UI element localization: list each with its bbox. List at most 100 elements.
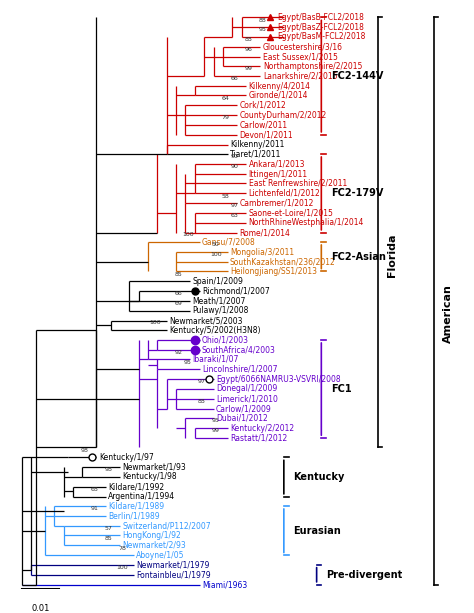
Text: Northamptonshire/2/2015: Northamptonshire/2/2015	[263, 62, 362, 70]
Text: 0.01: 0.01	[31, 604, 49, 613]
Text: Ohio/1/2003: Ohio/1/2003	[202, 335, 249, 345]
Text: 100: 100	[149, 321, 161, 326]
Text: 85: 85	[104, 536, 112, 541]
Text: Miami/1963: Miami/1963	[202, 581, 247, 589]
Text: Kilkenny/4/2014: Kilkenny/4/2014	[249, 82, 311, 91]
Text: 63: 63	[231, 213, 238, 218]
Text: NorthRhineWestphalia/1/2014: NorthRhineWestphalia/1/2014	[249, 218, 364, 227]
Text: Aboyne/1/05: Aboyne/1/05	[137, 551, 185, 560]
Text: Kentucky: Kentucky	[293, 472, 345, 482]
Text: Gansu/7/2008: Gansu/7/2008	[202, 238, 255, 246]
Text: 88: 88	[198, 399, 206, 404]
Text: Kentucky/2/2012: Kentucky/2/2012	[230, 424, 294, 433]
Text: Heilongjiang/SS1/2013: Heilongjiang/SS1/2013	[230, 267, 317, 276]
Text: Rastatt/1/2012: Rastatt/1/2012	[230, 433, 287, 443]
Text: FC2-179V: FC2-179V	[331, 188, 383, 199]
Text: 57: 57	[104, 526, 112, 531]
Text: 68: 68	[90, 487, 98, 492]
Text: Berlin/1/1989: Berlin/1/1989	[108, 512, 160, 520]
Text: SouthAfrica/4/2003: SouthAfrica/4/2003	[202, 346, 276, 354]
Text: Eurasian: Eurasian	[293, 526, 341, 536]
Text: FC2-144V: FC2-144V	[331, 71, 383, 81]
Text: Kildare/1/1992: Kildare/1/1992	[108, 482, 164, 491]
Text: 96: 96	[245, 47, 253, 52]
Text: Ibaraki/1/07: Ibaraki/1/07	[192, 355, 239, 364]
Text: Spain/1/2009: Spain/1/2009	[192, 277, 243, 286]
Text: 66: 66	[231, 77, 238, 82]
Text: 79: 79	[221, 115, 229, 120]
Text: 66: 66	[174, 291, 182, 296]
Text: Newmarket/5/2003: Newmarket/5/2003	[169, 316, 243, 326]
Text: 100: 100	[210, 253, 222, 257]
Text: SouthKazakhstan/236/2012: SouthKazakhstan/236/2012	[230, 257, 336, 267]
Text: Ankara/1/2013: Ankara/1/2013	[249, 159, 305, 169]
Text: Cork/1/2012: Cork/1/2012	[239, 101, 286, 110]
Text: Meath/1/2007: Meath/1/2007	[192, 296, 246, 305]
Text: Newmarket/2/93: Newmarket/2/93	[122, 541, 186, 550]
Text: Saone-et-Loire/1/2015: Saone-et-Loire/1/2015	[249, 208, 334, 217]
Text: Fontainbleu/1/1979: Fontainbleu/1/1979	[137, 570, 211, 579]
Text: HongKong/1/92: HongKong/1/92	[122, 531, 181, 540]
Text: FC2-Asian: FC2-Asian	[331, 252, 385, 262]
Text: Kildare/1/1989: Kildare/1/1989	[108, 501, 164, 511]
Text: 95: 95	[184, 360, 192, 365]
Text: 78: 78	[118, 546, 126, 550]
Text: Argentina/1/1994: Argentina/1/1994	[108, 492, 175, 501]
Text: Carlow/2011: Carlow/2011	[239, 120, 287, 129]
Text: 85: 85	[174, 272, 182, 276]
Text: Newmarket/1/93: Newmarket/1/93	[122, 463, 186, 472]
Text: Donegal/1/2009: Donegal/1/2009	[216, 384, 277, 394]
Text: 98: 98	[81, 447, 89, 453]
Text: Limerick/1/2010: Limerick/1/2010	[216, 394, 278, 403]
Text: American: American	[443, 284, 453, 343]
Text: Rome/1/2014: Rome/1/2014	[239, 228, 290, 237]
Text: Devon/1/2011: Devon/1/2011	[239, 131, 293, 139]
Text: 95: 95	[259, 27, 267, 32]
Text: Kentucky/5/2002(H3N8): Kentucky/5/2002(H3N8)	[169, 326, 261, 335]
Text: 97: 97	[198, 379, 206, 384]
Text: 64: 64	[221, 96, 229, 101]
Text: 92: 92	[174, 350, 182, 355]
Text: Kentucky/1/97: Kentucky/1/97	[99, 453, 154, 462]
Text: Switzerland/P112/2007: Switzerland/P112/2007	[122, 522, 211, 531]
Text: Dubai/1/2012: Dubai/1/2012	[216, 414, 268, 422]
Text: Newmarket/1/1979: Newmarket/1/1979	[137, 560, 210, 569]
Text: 88: 88	[259, 18, 267, 23]
Text: Ittingen/1/2011: Ittingen/1/2011	[249, 170, 308, 178]
Text: 100: 100	[182, 232, 193, 237]
Text: 88: 88	[245, 37, 253, 42]
Text: 90: 90	[231, 154, 238, 159]
Text: Florida: Florida	[387, 234, 397, 277]
Text: Egypt/BasZ-FCL2/2018: Egypt/BasZ-FCL2/2018	[277, 23, 364, 32]
Text: Egypt/6066NAMRU3-VSVRI/2008: Egypt/6066NAMRU3-VSVRI/2008	[216, 375, 340, 384]
Text: Egypt/BasM-FCL2/2018: Egypt/BasM-FCL2/2018	[277, 32, 365, 41]
Text: Gloucestershire/3/16: Gloucestershire/3/16	[263, 42, 343, 51]
Text: FC1: FC1	[331, 384, 351, 394]
Text: Kentucky/1/98: Kentucky/1/98	[122, 472, 177, 481]
Text: 100: 100	[117, 565, 128, 570]
Text: Egypt/BasB-FCL2/2018: Egypt/BasB-FCL2/2018	[277, 13, 364, 22]
Text: 90: 90	[231, 164, 238, 169]
Text: Pulawy/1/2008: Pulawy/1/2008	[192, 306, 249, 315]
Text: East Sussex/1/2015: East Sussex/1/2015	[263, 52, 337, 61]
Text: 91: 91	[90, 506, 98, 511]
Text: 98: 98	[104, 467, 112, 472]
Text: Gironde/1/2014: Gironde/1/2014	[249, 91, 308, 100]
Text: Pre-divergent: Pre-divergent	[326, 569, 402, 580]
Text: Tiaret/1/2011: Tiaret/1/2011	[230, 150, 282, 159]
Text: Carlow/1/2009: Carlow/1/2009	[216, 404, 272, 413]
Text: 95: 95	[212, 419, 220, 424]
Text: Lichtenfeld/1/2012: Lichtenfeld/1/2012	[249, 189, 320, 198]
Text: Mongolia/3/2011: Mongolia/3/2011	[230, 248, 294, 257]
Text: 97: 97	[231, 203, 238, 208]
Text: East Renfrewshire/2/2011: East Renfrewshire/2/2011	[249, 179, 347, 188]
Text: 69: 69	[174, 301, 182, 306]
Text: 50: 50	[212, 242, 220, 248]
Text: 99: 99	[212, 428, 220, 433]
Text: Richmond/1/2007: Richmond/1/2007	[202, 287, 270, 296]
Text: 58: 58	[221, 194, 229, 199]
Text: Lincolnshire/1/2007: Lincolnshire/1/2007	[202, 365, 277, 374]
Text: CountyDurham/2/2012: CountyDurham/2/2012	[239, 111, 327, 120]
Text: Kilkenny/2011: Kilkenny/2011	[230, 140, 284, 149]
Text: Cambremer/1/2012: Cambremer/1/2012	[239, 199, 314, 208]
